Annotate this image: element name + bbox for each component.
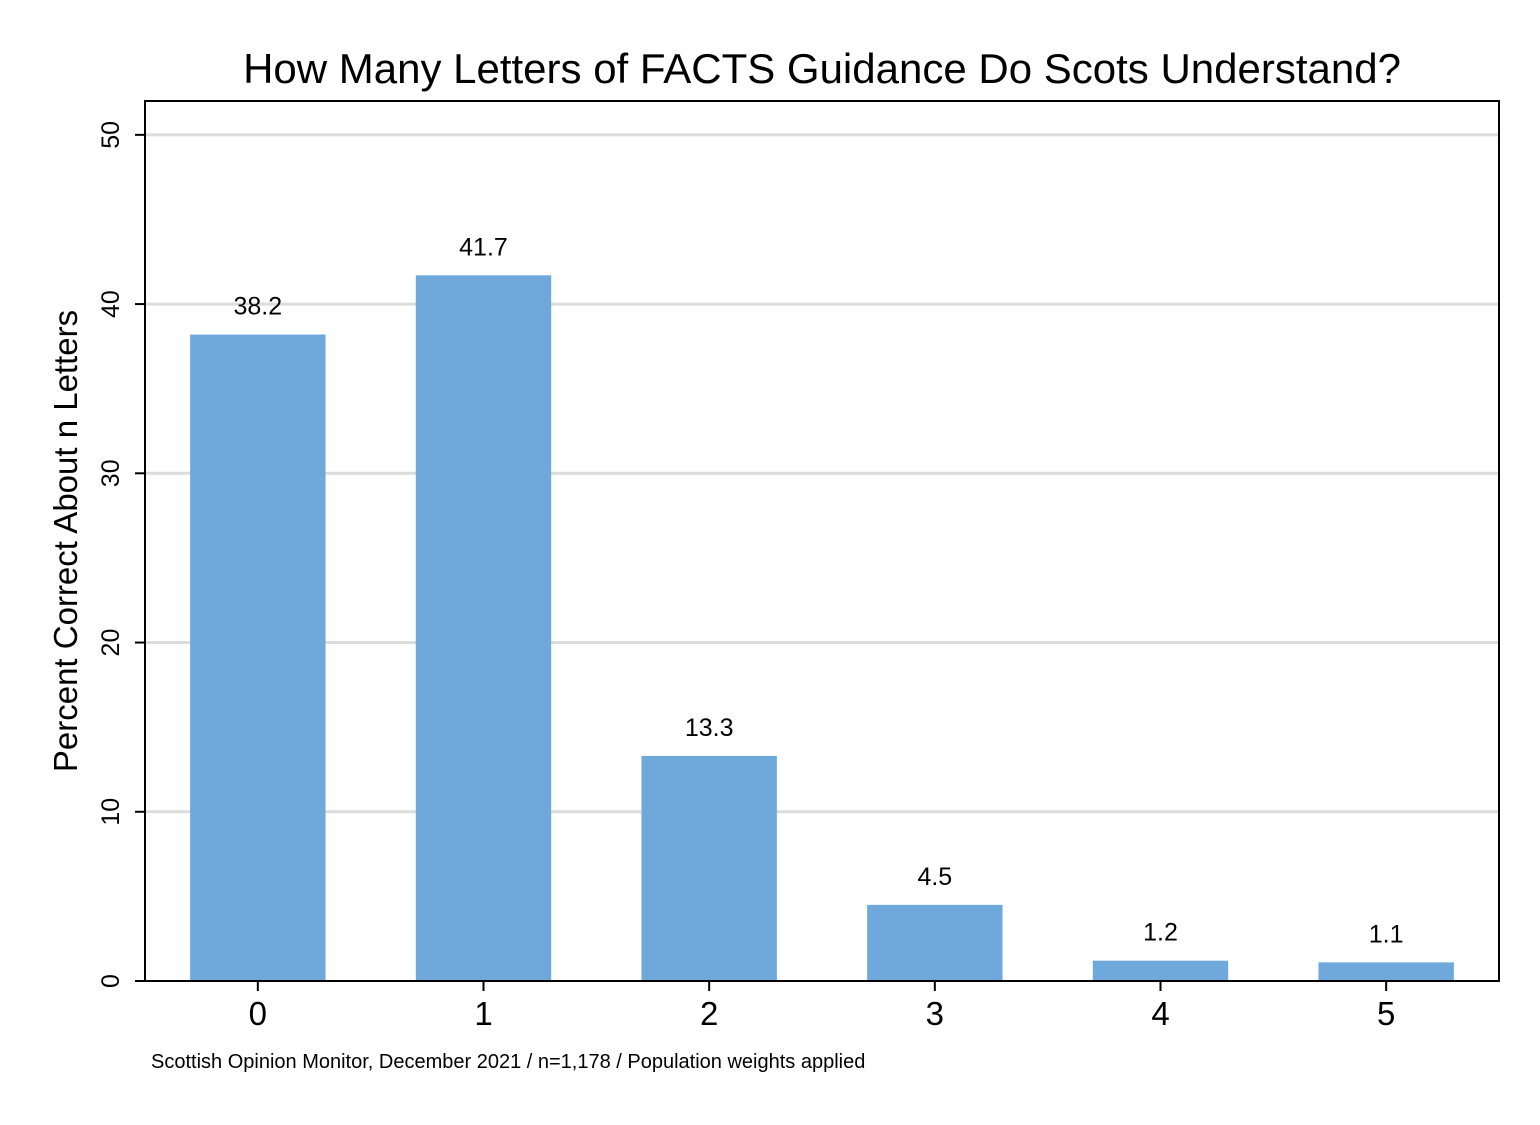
y-axis-title: Percent Correct About n Letters — [47, 310, 84, 772]
bar-value-label: 41.7 — [459, 233, 508, 261]
source-note: Scottish Opinion Monitor, December 2021 … — [151, 1051, 865, 1073]
chart-title: How Many Letters of FACTS Guidance Do Sc… — [243, 45, 1401, 92]
bar-value-label: 1.2 — [1143, 919, 1178, 947]
y-tick-label: 20 — [97, 629, 125, 657]
y-axis: 0 10 20 30 40 50 — [97, 121, 145, 988]
y-tick-label: 50 — [97, 121, 125, 149]
x-tick-label: 1 — [474, 995, 492, 1032]
y-tick-label: 0 — [97, 974, 125, 988]
plot-frame — [144, 100, 1500, 982]
bar-value-label: 1.1 — [1369, 920, 1404, 948]
x-tick-label: 2 — [700, 995, 718, 1032]
y-tick-label: 10 — [97, 798, 125, 826]
bar-5 — [1318, 962, 1454, 981]
bar-value-label: 13.3 — [685, 714, 734, 742]
x-tick-label: 4 — [1151, 995, 1169, 1032]
x-axis: 0 1 2 3 4 5 — [249, 981, 1395, 1032]
x-tick-label: 3 — [926, 995, 944, 1032]
bar-1 — [415, 275, 552, 981]
bar-value-label: 38.2 — [233, 293, 282, 321]
bar-4 — [1092, 960, 1229, 981]
bar-2 — [641, 755, 777, 981]
bar-value-label: 4.5 — [917, 863, 952, 891]
bars — [190, 275, 1454, 981]
data-labels: 38.2 41.7 13.3 4.5 1.2 1.1 — [233, 233, 1403, 948]
y-tick-label: 30 — [97, 459, 125, 487]
x-tick-label: 0 — [249, 995, 267, 1032]
y-tick-label: 40 — [97, 290, 125, 318]
bar-3 — [867, 904, 1003, 981]
gridlines — [145, 133, 1499, 814]
bar-0 — [190, 334, 326, 981]
x-tick-label: 5 — [1377, 995, 1395, 1032]
